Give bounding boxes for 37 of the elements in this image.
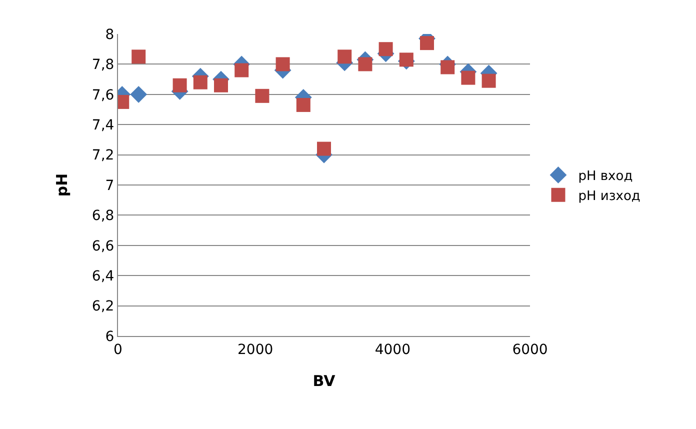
y-tick-label: 7,2	[92, 148, 114, 164]
point	[378, 42, 393, 56]
x-tick-label: 2000	[238, 342, 274, 358]
y-tick-label: 8	[105, 26, 114, 43]
y-tick-label: 7,8	[92, 57, 114, 74]
y-tick-label: 7,6	[92, 87, 114, 104]
point	[461, 70, 476, 85]
x-tick-label: 0	[114, 342, 122, 358]
legend-label: pH вход	[578, 169, 633, 184]
point	[130, 86, 148, 103]
point	[214, 78, 228, 92]
y-axis-title: pH	[53, 173, 72, 197]
point	[358, 57, 372, 72]
point	[234, 63, 249, 78]
y-tick-label: 6,4	[92, 268, 114, 284]
x-tick-label: 6000	[512, 342, 548, 358]
legend-label: pH изход	[578, 188, 640, 204]
point	[399, 52, 414, 67]
y-tick-label: 7	[105, 178, 114, 194]
y-tick-label: 6,2	[92, 298, 114, 315]
x-tick-label: 4000	[374, 342, 410, 358]
point	[276, 57, 290, 72]
point	[338, 50, 352, 64]
point	[193, 75, 208, 90]
y-tick-label: 6	[105, 328, 114, 345]
point	[420, 36, 434, 50]
point	[296, 98, 310, 112]
y-tick-label: 7,4	[92, 118, 114, 134]
point	[440, 60, 455, 74]
point	[482, 74, 496, 88]
x-axis-title: BV	[312, 372, 336, 390]
y-tick-label: 6,8	[92, 208, 114, 224]
point	[317, 142, 331, 156]
y-tick-label: 6,6	[92, 238, 114, 254]
point	[132, 50, 146, 64]
point	[255, 88, 270, 103]
point	[172, 78, 187, 92]
